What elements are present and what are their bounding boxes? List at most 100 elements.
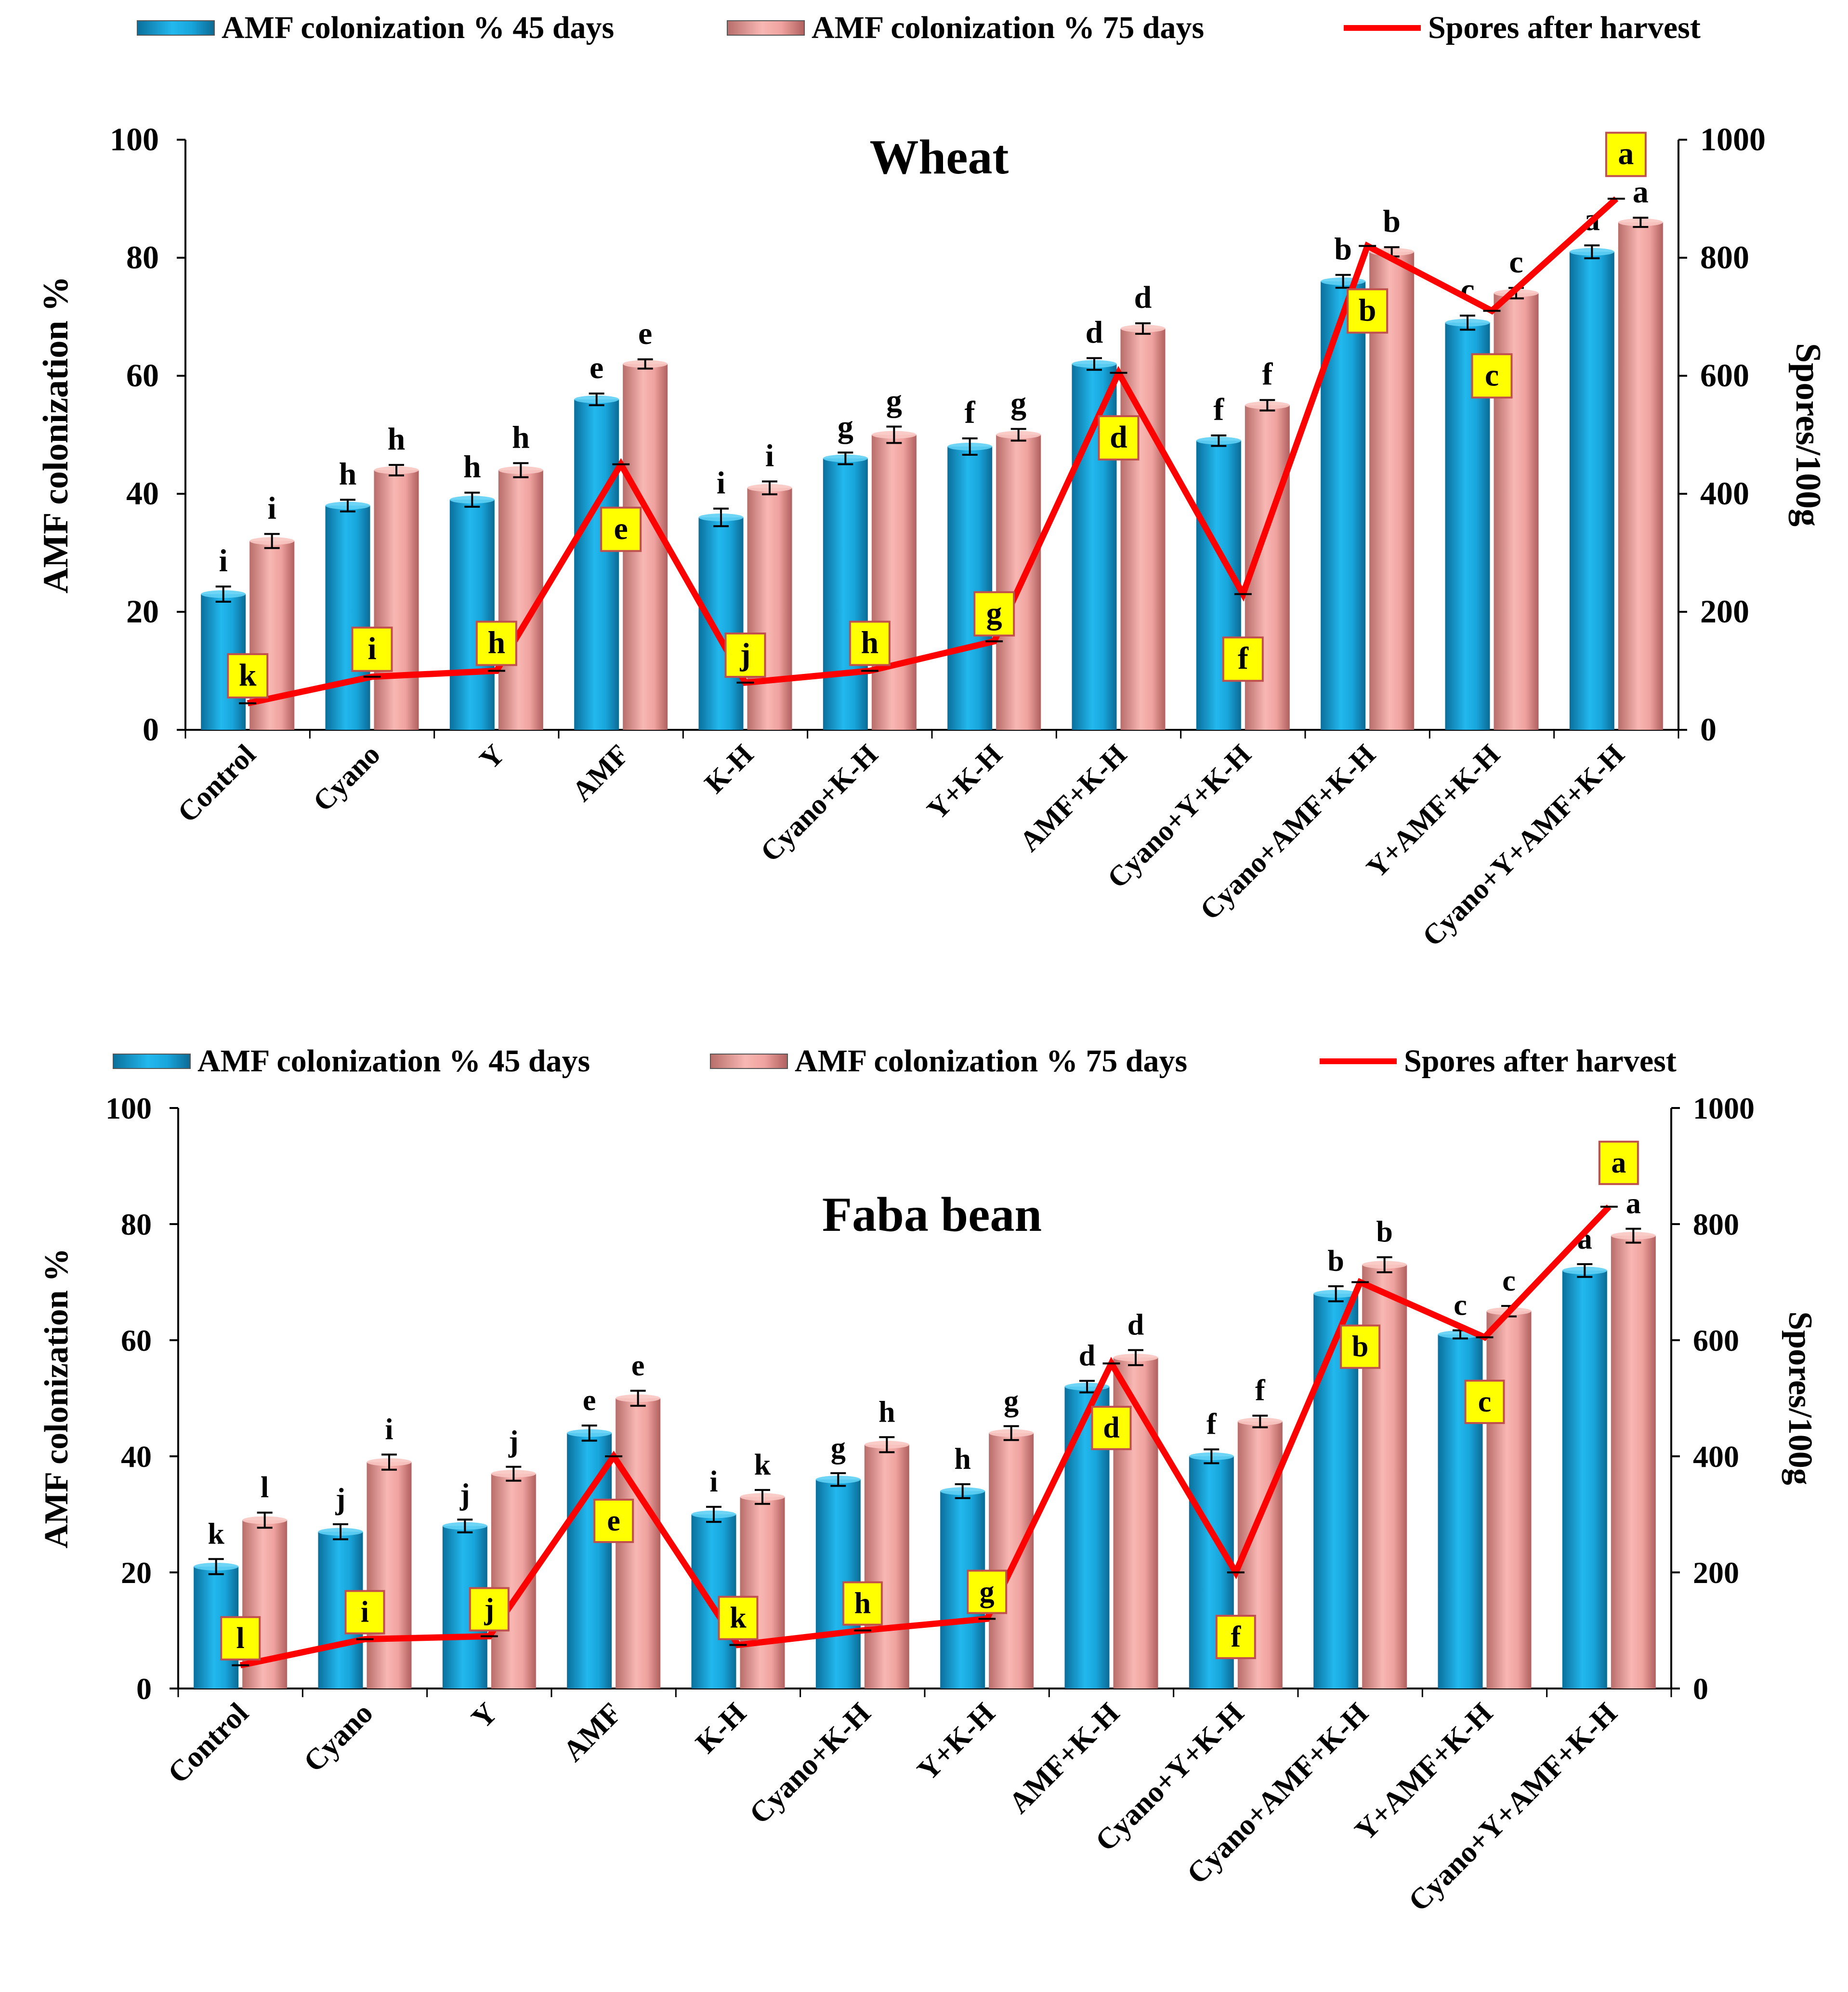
significance-letter: f	[1206, 1408, 1217, 1441]
y-axis-label-right: Spores/100g	[1788, 343, 1828, 527]
spores-letter-box	[1471, 353, 1513, 399]
y-tick-label-right: 0	[1693, 1672, 1708, 1706]
spores-letter: g	[986, 595, 1002, 631]
significance-letter: k	[208, 1517, 224, 1550]
significance-letter: i	[709, 1465, 718, 1498]
legend-item: AMF colonization % 45 days	[113, 1043, 590, 1079]
spores-letter: a	[1618, 136, 1634, 171]
x-tick-label: Cyano+K-H	[754, 739, 884, 868]
bar-75-days	[871, 435, 917, 730]
bar-45-days	[449, 500, 495, 730]
y-tick-label-right: 800	[1693, 1207, 1739, 1241]
y-tick-label-right: 1000	[1700, 121, 1766, 158]
significance-letter: d	[1127, 1309, 1144, 1342]
significance-letter: c	[1454, 1289, 1467, 1322]
spores-letter: l	[236, 1622, 245, 1655]
y-tick-label-right: 800	[1700, 239, 1749, 276]
significance-letter: i	[385, 1413, 393, 1446]
legend-label: AMF colonization % 45 days	[222, 10, 614, 45]
significance-letter: g	[1004, 1385, 1019, 1417]
y-tick-label-left: 20	[126, 593, 159, 630]
significance-letter: f	[1213, 392, 1224, 427]
y-tick-label-left: 20	[121, 1556, 152, 1590]
spores-letter: e	[614, 511, 628, 546]
x-tick-label: Control	[171, 739, 262, 829]
spores-letter-box	[351, 626, 393, 672]
y-tick-label-left: 80	[126, 239, 159, 276]
x-tick-label: Y	[465, 1697, 504, 1735]
significance-letter: h	[388, 422, 406, 457]
legend-item: AMF colonization % 75 days	[710, 1043, 1187, 1079]
spores-series-line	[239, 1204, 1612, 1669]
bar-45-days	[698, 517, 744, 730]
bar-75-days	[740, 1497, 785, 1689]
spores-letter-box	[1598, 1140, 1639, 1185]
spores-letter-box	[227, 653, 269, 699]
x-tick-label: Cyano+Y+AMF+K-H	[1402, 1697, 1624, 1918]
spores-letter-box	[1340, 1324, 1381, 1369]
spores-letter-box	[600, 506, 642, 552]
spores-letter-box	[1605, 132, 1647, 177]
spores-letter: d	[1103, 1412, 1119, 1444]
x-tick-label: Cyano+Y+AMF+K-H	[1416, 739, 1630, 952]
bar-45-days	[1562, 1270, 1607, 1689]
spores-letter: j	[740, 637, 751, 672]
significance-letter: f	[1255, 1374, 1266, 1407]
y-tick-label-left: 100	[105, 1091, 152, 1125]
significance-letter: e	[590, 350, 603, 385]
x-tick-label: AMF+K-H	[1003, 1697, 1126, 1820]
significance-letter: h	[339, 456, 357, 491]
significance-letter: i	[717, 465, 725, 501]
legend-label: AMF colonization % 75 days	[795, 1043, 1187, 1079]
bars	[194, 1227, 1656, 1689]
spores-letter-box	[724, 633, 766, 678]
spores-letter: c	[1485, 357, 1499, 393]
significance-letter: h	[954, 1443, 970, 1476]
significance-letter: e	[638, 316, 652, 351]
chart-2: AMF colonization % 45 days AMF colonizati…	[38, 1043, 1819, 1918]
spores-letter: g	[980, 1575, 995, 1608]
spores-letter-box	[842, 1581, 883, 1626]
y-tick-label-left: 60	[126, 357, 159, 394]
bar-75-days	[1618, 222, 1663, 730]
significance-letter: a	[1626, 1187, 1641, 1220]
spores-letter: d	[1110, 420, 1127, 455]
spores-letter-box	[344, 1590, 385, 1635]
spores-letter-box	[1347, 288, 1389, 334]
significance-letter: c	[1502, 1265, 1516, 1297]
significance-letter: b	[1334, 232, 1352, 267]
significance-letter: d	[1134, 280, 1152, 315]
spores-line	[239, 196, 1625, 707]
legend-swatch-blue	[137, 20, 215, 36]
chart-title: Faba bean	[822, 1187, 1042, 1242]
spores-letter-box	[1091, 1406, 1132, 1451]
spores-letter: k	[730, 1602, 747, 1635]
y-tick-label-right: 1000	[1693, 1091, 1755, 1125]
significance-letter: g	[1010, 385, 1026, 421]
bar-75-days	[374, 470, 419, 730]
y-axis-label-right: Spores/100g	[1782, 1311, 1819, 1485]
spores-letter-box	[1222, 636, 1264, 682]
y-tick-label-right: 200	[1693, 1556, 1739, 1590]
x-tick-label: Cyano+K-H	[743, 1697, 877, 1831]
x-tick-label: Y+K-H	[921, 739, 1009, 826]
spores-letter-box	[593, 1499, 634, 1543]
significance-letter: j	[459, 1478, 470, 1511]
legend-swatch-pink	[727, 20, 805, 36]
spores-letter: f	[1231, 1621, 1242, 1653]
bar-45-days	[567, 1433, 612, 1689]
legend-item: AMF colonization % 45 days	[137, 10, 614, 45]
bar-75-days	[367, 1462, 412, 1689]
spores-letter-box	[967, 1570, 1008, 1614]
spores-letter-box	[220, 1616, 261, 1661]
spores-letter-box	[469, 1587, 510, 1632]
spores-series-line	[247, 196, 1619, 707]
spores-letter-box	[475, 620, 517, 666]
spores-letter: f	[1238, 641, 1249, 676]
y-tick-label-left: 40	[126, 475, 159, 512]
chart-title: Wheat	[870, 130, 1009, 185]
